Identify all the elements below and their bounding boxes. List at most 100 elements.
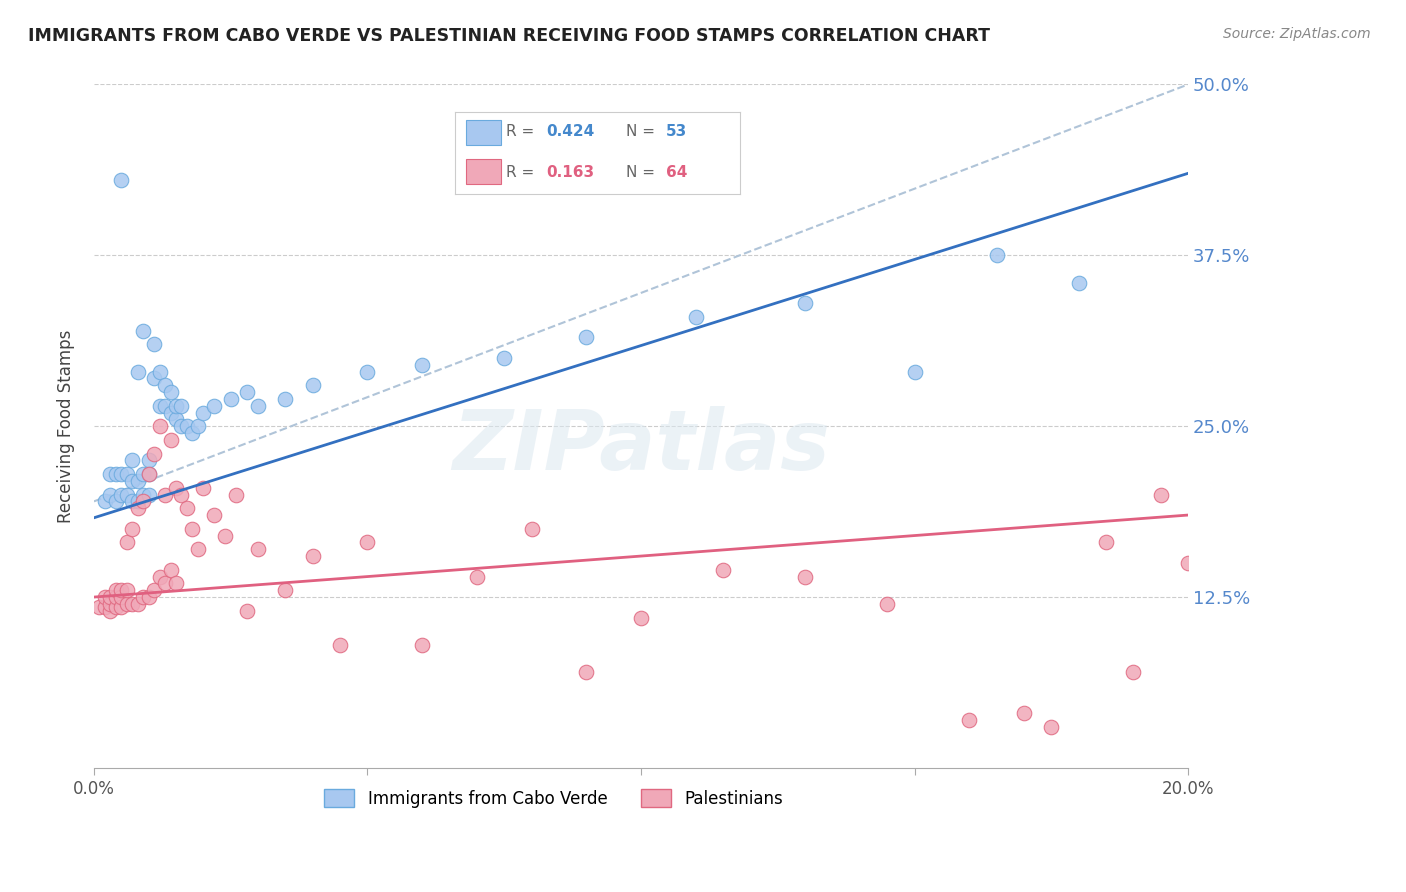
Point [494, 351, 516, 365]
Point [127, 474, 149, 488]
Point [127, 597, 149, 611]
Point [98, 487, 121, 501]
Point [193, 481, 215, 495]
Point [165, 481, 187, 495]
Point [165, 576, 187, 591]
Point [159, 433, 181, 447]
Point [89, 599, 111, 614]
Point [143, 583, 166, 598]
Point [94, 590, 117, 604]
Y-axis label: Receiving Food Stamps: Receiving Food Stamps [58, 329, 75, 523]
Point [132, 467, 155, 481]
Point [121, 453, 143, 467]
Point [329, 638, 352, 652]
Point [153, 487, 176, 501]
Point [356, 535, 378, 549]
Point [104, 494, 127, 508]
Point [138, 467, 160, 481]
Point [685, 310, 707, 324]
Point [575, 330, 598, 344]
Point [159, 405, 181, 419]
Point [1205, 487, 1227, 501]
Point [219, 392, 242, 406]
Point [104, 590, 127, 604]
Point [127, 364, 149, 378]
Point [94, 599, 117, 614]
Point [121, 522, 143, 536]
Point [98, 604, 121, 618]
Point [110, 583, 132, 598]
Point [1150, 487, 1173, 501]
Point [1095, 535, 1118, 549]
Point [98, 467, 121, 481]
Point [1232, 556, 1254, 570]
Point [115, 487, 138, 501]
Point [143, 446, 166, 460]
Point [202, 508, 225, 522]
Point [957, 713, 980, 727]
Point [181, 522, 204, 536]
Point [176, 419, 198, 434]
Point [630, 610, 652, 624]
Point [301, 378, 323, 392]
Point [132, 487, 155, 501]
Point [149, 419, 172, 434]
Point [104, 583, 127, 598]
Point [115, 467, 138, 481]
Point [193, 405, 215, 419]
Point [411, 638, 433, 652]
Point [138, 590, 160, 604]
Point [170, 399, 193, 413]
Point [986, 248, 1008, 262]
Point [575, 665, 598, 680]
Point [149, 364, 172, 378]
Point [165, 399, 187, 413]
Point [132, 494, 155, 508]
Point [115, 597, 138, 611]
Point [247, 399, 270, 413]
Point [127, 501, 149, 516]
Point [170, 487, 193, 501]
Point [187, 419, 209, 434]
Point [149, 569, 172, 583]
Point [225, 487, 247, 501]
Point [98, 590, 121, 604]
Point [236, 384, 259, 399]
Point [187, 542, 209, 557]
Point [181, 425, 204, 440]
Point [110, 173, 132, 187]
Point [301, 549, 323, 563]
Text: ZIPatlas: ZIPatlas [453, 406, 830, 487]
Point [132, 590, 155, 604]
Point [138, 467, 160, 481]
Point [149, 399, 172, 413]
Point [1067, 276, 1090, 290]
Point [143, 337, 166, 351]
Point [98, 597, 121, 611]
Point [110, 599, 132, 614]
Point [159, 384, 181, 399]
Point [153, 576, 176, 591]
Point [115, 583, 138, 598]
Point [159, 563, 181, 577]
Point [794, 296, 817, 310]
Point [247, 542, 270, 557]
Point [110, 467, 132, 481]
Point [465, 569, 488, 583]
Point [127, 494, 149, 508]
Point [794, 569, 817, 583]
Point [138, 453, 160, 467]
Point [121, 474, 143, 488]
Point [214, 528, 236, 542]
Point [876, 597, 898, 611]
Point [115, 535, 138, 549]
Point [153, 399, 176, 413]
Point [1012, 706, 1035, 721]
Point [104, 467, 127, 481]
Point [132, 324, 155, 338]
Legend: Immigrants from Cabo Verde, Palestinians: Immigrants from Cabo Verde, Palestinians [318, 782, 789, 814]
Point [176, 501, 198, 516]
Point [104, 599, 127, 614]
Text: IMMIGRANTS FROM CABO VERDE VS PALESTINIAN RECEIVING FOOD STAMPS CORRELATION CHAR: IMMIGRANTS FROM CABO VERDE VS PALESTINIA… [28, 27, 990, 45]
Point [121, 597, 143, 611]
